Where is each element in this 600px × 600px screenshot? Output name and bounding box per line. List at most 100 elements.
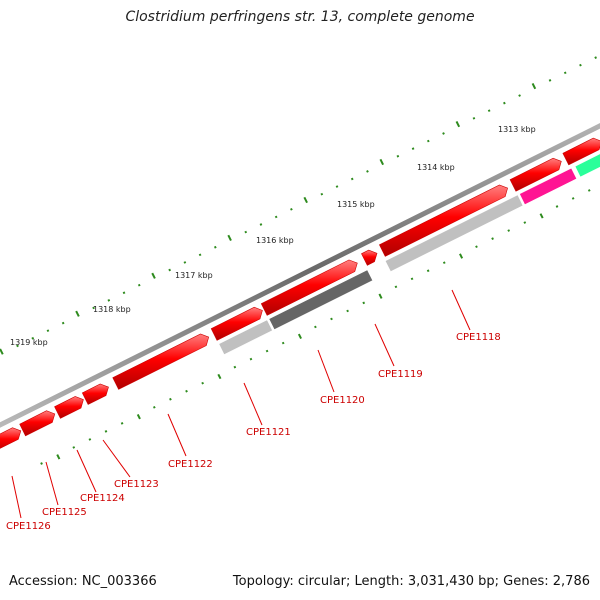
gc-tick (281, 341, 285, 345)
gc-tick (459, 253, 464, 259)
scale-tick (579, 63, 582, 67)
scale-tick (122, 291, 126, 295)
gc-tick (136, 413, 141, 420)
genome-summary: Topology: circular; Length: 3,031,430 bp… (232, 574, 590, 589)
gc-tick (104, 430, 108, 433)
gene-leader-line (45, 461, 59, 506)
gene-label: CPE1118 (456, 332, 501, 343)
scale-tick (366, 170, 369, 173)
scale-label: 1314 kbp (417, 163, 455, 172)
gene-leader-line (451, 289, 471, 331)
scale-tick (426, 139, 430, 143)
gene-label: CPE1121 (246, 427, 291, 438)
gene-label: CPE1120 (320, 395, 365, 406)
cds-feature (19, 410, 56, 437)
gc-tick (555, 205, 559, 208)
gc-tick (410, 277, 414, 281)
gene-label: CPE1124 (80, 493, 125, 504)
scale-tick (274, 215, 278, 219)
gc-tick (314, 325, 317, 329)
scale-tick (335, 185, 339, 188)
cds-feature (54, 396, 84, 419)
scale-tick (137, 283, 141, 287)
scale-tick (531, 83, 537, 90)
cog-feature (268, 269, 374, 331)
scale-tick (107, 299, 111, 302)
cog-track (218, 153, 600, 356)
gene-leader-line (102, 439, 131, 478)
scale-label: 1313 kbp (498, 125, 536, 134)
gc-tick (265, 349, 269, 353)
gc-tick (442, 261, 446, 265)
scale-tick (75, 310, 80, 317)
scale-tick (151, 272, 156, 279)
cog-feature (519, 167, 578, 206)
gc-tick (475, 245, 478, 248)
cog-feature (218, 319, 273, 356)
gc-tick (152, 405, 156, 409)
scale-tick (411, 147, 415, 150)
gc-tick (362, 301, 366, 305)
scale-tick (198, 253, 202, 257)
gc-tick (571, 197, 575, 200)
scale-tick (290, 207, 293, 211)
gene-label: CPE1125 (42, 507, 87, 518)
scale-ruler: 1313 kbp 1314 kbp 1315 kbp 1316 kbp 1317 kbp… (0, 56, 597, 355)
gc-tick (249, 357, 253, 361)
cds-feature (361, 249, 378, 266)
cog-feature (384, 194, 524, 273)
gene-leader-line (374, 323, 395, 367)
scale-tick (303, 196, 308, 204)
scale-tick (442, 132, 445, 135)
cds-feature (509, 157, 562, 192)
scale-tick (320, 192, 324, 196)
gene-label: CPE1119 (378, 369, 423, 380)
cds-feature (81, 383, 109, 405)
gc-tick (233, 365, 237, 369)
accession-text: Accession: NC_003366 (9, 574, 157, 589)
gc-tick (88, 438, 92, 441)
gc-tick (523, 221, 527, 224)
gc-tick (217, 373, 222, 380)
gene-leader-line (167, 413, 187, 457)
scale-label: 1317 kbp (175, 271, 213, 280)
gc-tick (169, 397, 172, 401)
gc-tick (491, 237, 494, 240)
map-title: Clostridium perfringens str. 13, complet… (125, 9, 475, 25)
gc-tick (394, 285, 398, 289)
backbone-line (0, 123, 600, 428)
cds-feature (0, 427, 22, 449)
scale-label: 1319 kbp (10, 338, 48, 347)
scale-tick (227, 234, 232, 242)
scale-tick (487, 109, 491, 113)
cds-feature (112, 333, 210, 390)
gc-tick (539, 213, 544, 219)
gene-leader-line (76, 449, 97, 493)
gc-tick (507, 229, 511, 232)
cds-feature (260, 259, 358, 316)
gene-leader-line (11, 475, 22, 519)
gc-tick (40, 462, 43, 465)
gc-tick (297, 333, 302, 340)
gc-tick (346, 309, 349, 313)
scale-tick (503, 101, 506, 105)
scale-label: 1315 kbp (337, 200, 375, 209)
gc-ticks-track (40, 189, 591, 465)
gene-labels: CPE1118 CPE1119 CPE1120 CPE1121 CPE1122 CPE11… (6, 289, 501, 532)
scale-tick (563, 71, 567, 75)
scale-tick (31, 336, 35, 340)
scale-tick (518, 94, 521, 97)
gc-tick (330, 317, 333, 321)
gc-tick (56, 454, 61, 460)
cds-feature (378, 184, 508, 257)
scale-tick (379, 158, 385, 166)
cds-feature (210, 306, 263, 341)
scale-tick (244, 230, 248, 234)
gene-leader-line (317, 349, 335, 393)
scale-tick (548, 79, 552, 82)
scale-label: 1318 kbp (93, 305, 131, 314)
scale-tick (46, 329, 50, 333)
scale-tick (396, 154, 400, 158)
gc-tick (72, 446, 76, 449)
